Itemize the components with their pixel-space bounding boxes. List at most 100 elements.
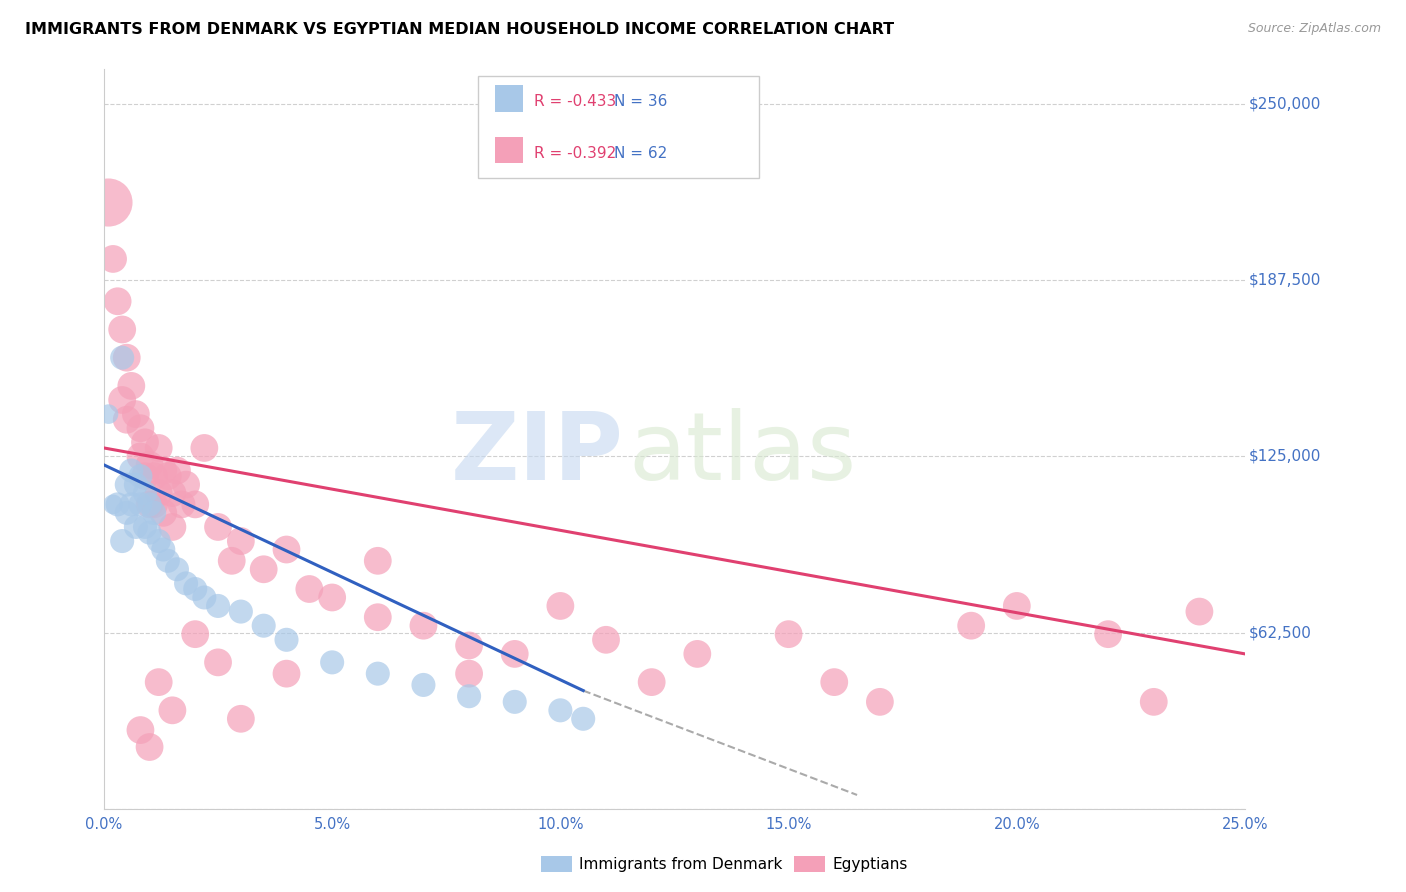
Point bbox=[162, 520, 184, 534]
Point bbox=[550, 599, 572, 613]
Point bbox=[367, 554, 389, 568]
Point bbox=[960, 618, 983, 632]
Point bbox=[143, 506, 166, 520]
Point bbox=[207, 599, 229, 613]
Point bbox=[823, 675, 845, 690]
Point bbox=[129, 421, 152, 435]
Point bbox=[101, 497, 124, 511]
Point bbox=[111, 322, 134, 336]
Point bbox=[134, 486, 156, 500]
Point bbox=[120, 464, 142, 478]
Point bbox=[148, 486, 170, 500]
Point bbox=[120, 379, 142, 393]
Point bbox=[143, 497, 166, 511]
Point bbox=[107, 497, 129, 511]
Point bbox=[148, 534, 170, 549]
Point bbox=[640, 675, 662, 690]
Point bbox=[276, 542, 298, 557]
Text: IMMIGRANTS FROM DENMARK VS EGYPTIAN MEDIAN HOUSEHOLD INCOME CORRELATION CHART: IMMIGRANTS FROM DENMARK VS EGYPTIAN MEDI… bbox=[25, 22, 894, 37]
Point bbox=[115, 351, 138, 365]
Point bbox=[107, 294, 129, 309]
Point bbox=[458, 666, 481, 681]
Point bbox=[184, 627, 207, 641]
Point bbox=[162, 703, 184, 717]
Point bbox=[129, 497, 152, 511]
Point bbox=[321, 591, 343, 605]
Point bbox=[97, 195, 120, 210]
Point bbox=[184, 582, 207, 596]
Point bbox=[1188, 605, 1211, 619]
Point bbox=[152, 542, 174, 557]
Point bbox=[97, 407, 120, 421]
Point bbox=[156, 554, 179, 568]
Point bbox=[166, 464, 188, 478]
Point bbox=[503, 647, 526, 661]
Point bbox=[253, 618, 276, 632]
Point bbox=[174, 477, 197, 491]
Text: Immigrants from Denmark: Immigrants from Denmark bbox=[579, 857, 783, 871]
Point bbox=[458, 690, 481, 704]
Point bbox=[152, 464, 174, 478]
Point bbox=[193, 441, 215, 455]
Point bbox=[111, 534, 134, 549]
Point bbox=[458, 639, 481, 653]
Point bbox=[125, 407, 148, 421]
Point bbox=[229, 605, 252, 619]
Point bbox=[115, 413, 138, 427]
Point bbox=[138, 497, 160, 511]
Point bbox=[276, 632, 298, 647]
Point bbox=[138, 497, 160, 511]
Point bbox=[129, 450, 152, 464]
Point bbox=[115, 506, 138, 520]
Text: N = 36: N = 36 bbox=[614, 94, 668, 109]
Point bbox=[412, 618, 434, 632]
Point bbox=[148, 675, 170, 690]
Point bbox=[152, 506, 174, 520]
Point bbox=[412, 678, 434, 692]
Point bbox=[134, 435, 156, 450]
Point bbox=[134, 520, 156, 534]
Point bbox=[321, 656, 343, 670]
Point bbox=[134, 469, 156, 483]
Point bbox=[367, 666, 389, 681]
Text: $125,000: $125,000 bbox=[1249, 449, 1320, 464]
Point bbox=[166, 562, 188, 576]
Point bbox=[138, 458, 160, 472]
Point bbox=[111, 392, 134, 407]
Point bbox=[229, 712, 252, 726]
Text: N = 62: N = 62 bbox=[614, 145, 668, 161]
Point bbox=[207, 520, 229, 534]
Point bbox=[572, 712, 595, 726]
Point bbox=[1097, 627, 1119, 641]
Point bbox=[174, 576, 197, 591]
Point bbox=[221, 554, 243, 568]
Point bbox=[193, 591, 215, 605]
Point bbox=[148, 441, 170, 455]
Point bbox=[229, 534, 252, 549]
Point bbox=[207, 656, 229, 670]
Point bbox=[125, 477, 148, 491]
Point bbox=[120, 497, 142, 511]
Point bbox=[184, 497, 207, 511]
Point bbox=[367, 610, 389, 624]
Point bbox=[253, 562, 276, 576]
Text: Source: ZipAtlas.com: Source: ZipAtlas.com bbox=[1247, 22, 1381, 36]
Point bbox=[129, 723, 152, 737]
Point bbox=[111, 351, 134, 365]
Point bbox=[686, 647, 709, 661]
Point bbox=[595, 632, 617, 647]
Point bbox=[143, 469, 166, 483]
Text: Egyptians: Egyptians bbox=[832, 857, 908, 871]
Point bbox=[869, 695, 891, 709]
Point bbox=[138, 525, 160, 540]
Point bbox=[129, 469, 152, 483]
Point bbox=[162, 486, 184, 500]
Text: atlas: atlas bbox=[628, 408, 858, 500]
Point bbox=[115, 477, 138, 491]
Point bbox=[550, 703, 572, 717]
Point bbox=[298, 582, 321, 596]
Point bbox=[125, 520, 148, 534]
Point bbox=[156, 469, 179, 483]
Text: R = -0.433: R = -0.433 bbox=[534, 94, 616, 109]
Text: ZIP: ZIP bbox=[450, 408, 623, 500]
